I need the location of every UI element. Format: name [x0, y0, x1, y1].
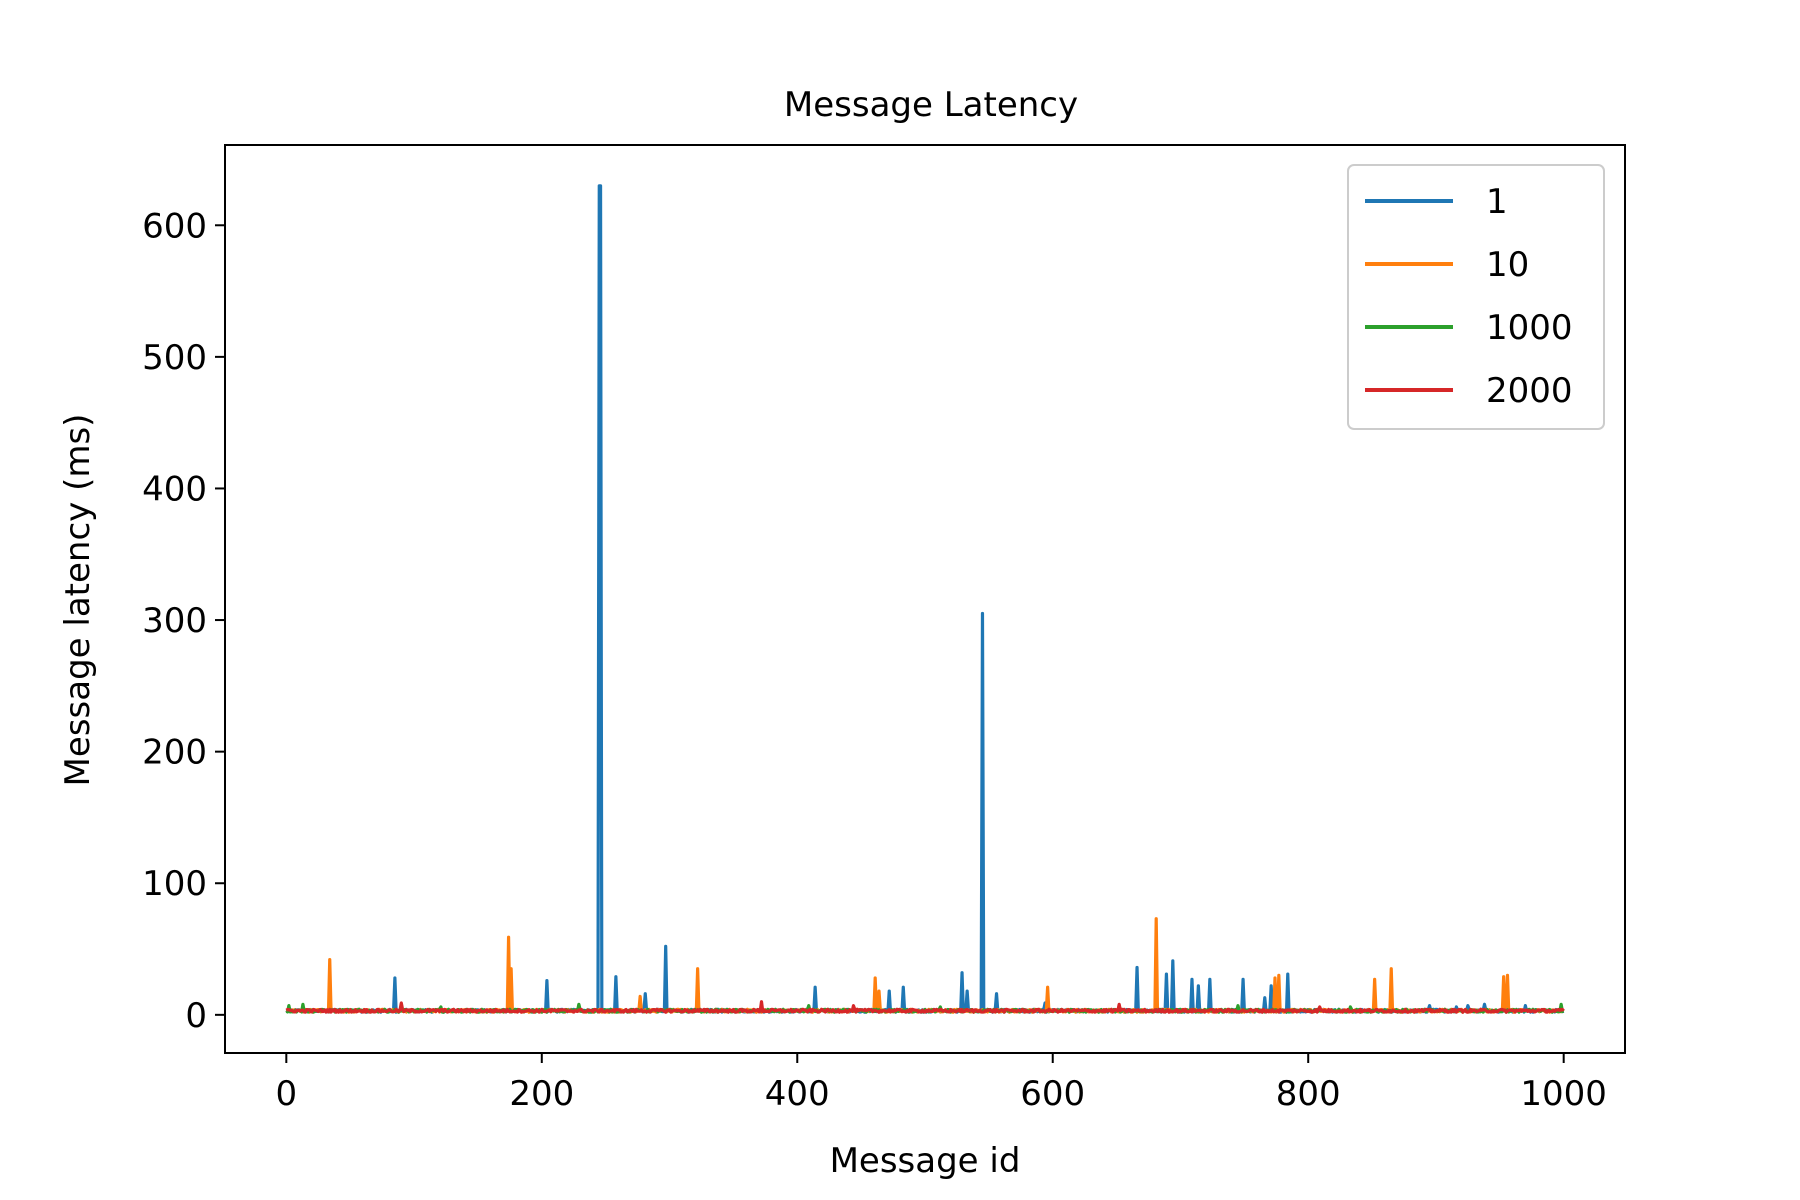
chart-title: Message Latency [784, 85, 1078, 125]
legend-label: 10 [1486, 245, 1529, 285]
y-tick-label: 400 [142, 469, 207, 509]
y-axis-ticks: 0 100 200 300 400 500 600 [142, 206, 225, 1036]
legend: 1 10 1000 2000 [1347, 164, 1605, 430]
y-tick-label: 300 [142, 601, 207, 641]
legend-label: 2000 [1486, 371, 1573, 411]
x-tick-label: 200 [509, 1074, 574, 1114]
y-tick-label: 0 [185, 996, 207, 1036]
x-axis-label: Message id [830, 1141, 1021, 1181]
x-tick-label: 400 [765, 1074, 830, 1114]
plot-lines [285, 184, 1565, 1014]
y-tick-label: 100 [142, 864, 207, 904]
x-tick-label: 1000 [1520, 1074, 1607, 1114]
x-tick-label: 800 [1276, 1074, 1341, 1114]
series-line-2000 [285, 1000, 1565, 1014]
x-tick-label: 0 [275, 1074, 297, 1114]
legend-box [1347, 164, 1605, 430]
y-tick-label: 200 [142, 733, 207, 773]
legend-label: 1 [1486, 182, 1508, 222]
x-tick-label: 600 [1020, 1074, 1085, 1114]
axes-frame [224, 144, 1626, 1054]
legend-label: 1000 [1486, 308, 1573, 348]
y-axis-label: Message latency (ms) [58, 414, 98, 787]
y-tick-label: 500 [142, 338, 207, 378]
x-axis-ticks: 0 200 400 600 800 1000 [275, 1053, 1607, 1114]
y-tick-label: 600 [142, 206, 207, 246]
